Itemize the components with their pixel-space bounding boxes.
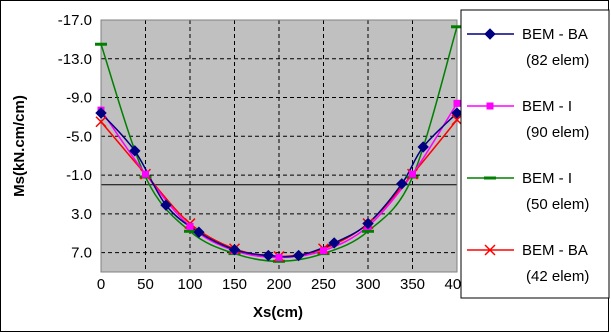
- legend-sublabel: (82 elem): [526, 52, 589, 69]
- y-tick-label: -5.0: [66, 128, 92, 145]
- x-tick-label: 200: [266, 276, 291, 293]
- legend-marker: [484, 244, 496, 256]
- x-tick-label: 150: [222, 276, 247, 293]
- data-point: [142, 170, 149, 178]
- legend-label: BEM - BA: [522, 26, 588, 43]
- x-tick-label: 350: [400, 276, 425, 293]
- x-tick-label: 0: [97, 276, 105, 293]
- data-point: [328, 237, 340, 249]
- y-tick-label: -17.0: [58, 12, 92, 29]
- legend-label: BEM - I: [522, 170, 572, 187]
- y-tick-label: 7.0: [71, 245, 92, 262]
- legend: BEM - BA (82 elem) BEM - I (90 elem) BEM - I…: [467, 26, 589, 285]
- y-tick-label: -13.0: [58, 51, 92, 68]
- y-tick-label: -9.0: [66, 90, 92, 107]
- data-point: [409, 170, 416, 178]
- data-point: [129, 145, 141, 157]
- data-point: [262, 249, 275, 262]
- x-tick-labels: 0 50 100 150 200 250 300 350 400: [97, 276, 470, 293]
- data-point: [95, 107, 107, 119]
- series-markers: [95, 25, 463, 263]
- data-point: [160, 199, 172, 211]
- legend-sublabel: (50 elem): [526, 196, 589, 213]
- legend-marker: [486, 102, 494, 110]
- x-tick-label: 50: [137, 276, 154, 293]
- data-point: [95, 116, 107, 128]
- x-axis-title: Xs(cm): [253, 304, 303, 321]
- legend-sublabel: (90 elem): [526, 124, 589, 141]
- y-tick-label: 3.0: [71, 206, 92, 223]
- y-tick-labels: -17.0 -13.0 -9.0 -5.0 -1.0 3.0 7.0: [58, 12, 92, 262]
- legend-marker: [484, 28, 496, 40]
- data-point: [320, 247, 327, 255]
- data-point: [362, 217, 374, 230]
- data-point: [451, 107, 463, 119]
- legend-sublabel: (42 elem): [526, 268, 589, 285]
- plot-border: [100, 19, 458, 273]
- data-point: [193, 226, 205, 238]
- data-point: [396, 178, 408, 190]
- y-tick-label: -1.0: [66, 167, 92, 184]
- data-point: [275, 253, 283, 261]
- data-point: [186, 222, 194, 230]
- x-tick-label: 250: [311, 276, 336, 293]
- data-point: [228, 244, 241, 256]
- legend-label: BEM - BA: [522, 242, 588, 259]
- data-point: [417, 141, 429, 153]
- data-point: [451, 114, 463, 126]
- data-point: [453, 99, 461, 107]
- x-tick-label: 100: [177, 276, 202, 293]
- x-tick-label: 300: [355, 276, 380, 293]
- data-point: [292, 249, 305, 262]
- grid-horizontal: [101, 58, 457, 254]
- y-axis-title: Ms(kN.cm/cm): [11, 95, 28, 197]
- legend-label: BEM - I: [522, 98, 572, 115]
